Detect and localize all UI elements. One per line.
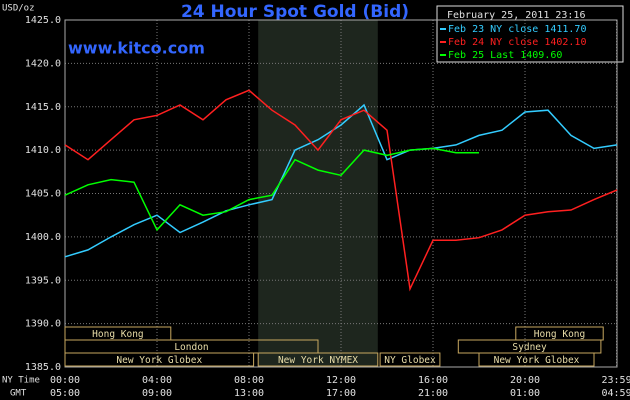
x-tick-label: 20:00: [510, 375, 540, 386]
session-label: Sydney: [512, 342, 547, 353]
session-box: [379, 352, 441, 367]
timestamp: February 25, 2011 23:16: [447, 10, 585, 21]
x2-tick-label: 04:59: [601, 388, 630, 399]
x-tick-label: 04:00: [142, 375, 172, 386]
y-tick-label: 1410.0: [25, 145, 61, 156]
price-line: [64, 89, 618, 292]
x-tick-label: 16:00: [418, 375, 448, 386]
price-line: [64, 147, 479, 232]
legend-label: Feb 25 Last 1409.60: [448, 50, 562, 61]
y-tick-label: 1390.0: [25, 319, 61, 330]
chart-title: 24 Hour Spot Gold (Bid): [181, 2, 409, 22]
legend-label: Feb 23 NY close 1411.70: [448, 24, 586, 35]
y-tick-label: 1395.0: [25, 275, 61, 286]
watermark: www.kitco.com: [68, 39, 205, 58]
session-label: NY Globex: [384, 355, 436, 366]
x2-tick-label: 05:00: [50, 388, 80, 399]
session-label: Hong Kong: [534, 329, 585, 340]
y-tick-label: 1385.0: [25, 362, 61, 373]
y-tick-label: 1425.0: [25, 15, 61, 26]
x2-tick-label: 21:00: [418, 388, 448, 399]
legend-label: Feb 24 NY close 1402.10: [448, 37, 586, 48]
session-box: [478, 352, 595, 367]
session-label: Hong Kong: [92, 329, 143, 340]
x-axis-label: NY Time: [2, 376, 40, 386]
y-axis-label: USD/oz: [2, 4, 35, 14]
y-tick-label: 1415.0: [25, 102, 61, 113]
y-tick-label: 1420.0: [25, 58, 61, 69]
x2-tick-label: 01:00: [510, 388, 540, 399]
x-tick-label: 00:00: [50, 375, 80, 386]
session-box: [64, 352, 255, 367]
price-line: [64, 103, 618, 258]
x-tick-label: 08:00: [234, 375, 264, 386]
plot-frame: [64, 19, 618, 368]
legend-box: [436, 5, 624, 63]
session-label: New York NYMEX: [278, 355, 358, 366]
session-box: [257, 352, 379, 367]
session-label: New York Globex: [494, 355, 580, 366]
session-label: New York Globex: [116, 355, 202, 366]
x-tick-label: 12:00: [326, 375, 356, 386]
x2-tick-label: 09:00: [142, 388, 172, 399]
x-tick-label: 23:59: [601, 375, 630, 386]
x2-tick-label: 17:00: [326, 388, 356, 399]
y-tick-label: 1400.0: [25, 232, 61, 243]
session-label: London: [174, 342, 208, 353]
x2-axis-label: GMT: [10, 389, 27, 399]
y-tick-label: 1405.0: [25, 189, 61, 200]
x2-tick-label: 13:00: [234, 388, 264, 399]
